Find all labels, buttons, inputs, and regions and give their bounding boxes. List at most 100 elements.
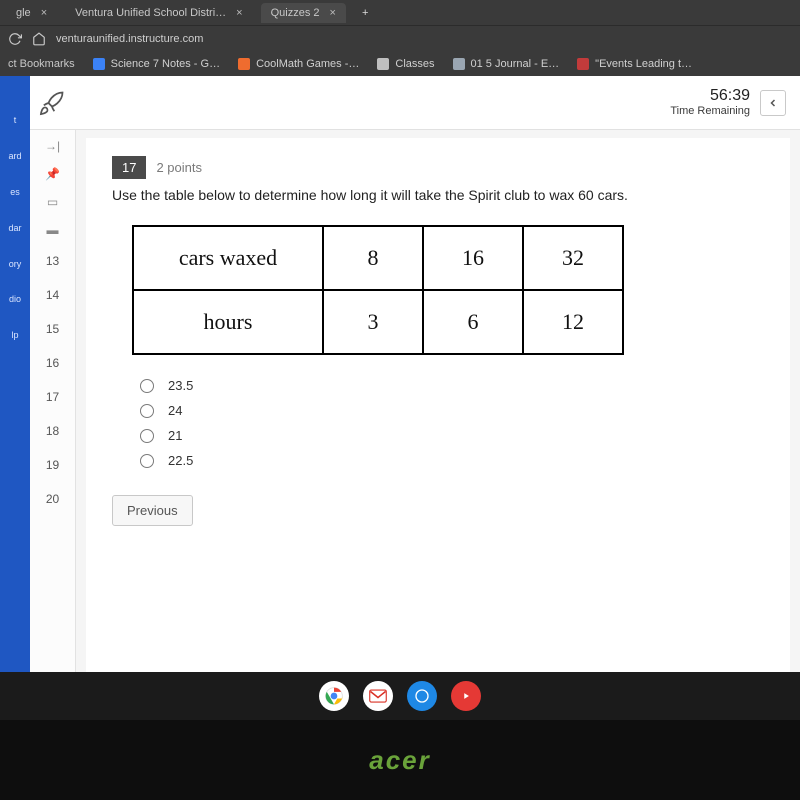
new-tab-button[interactable]: + bbox=[354, 5, 376, 21]
nav-item[interactable]: dio bbox=[9, 295, 21, 305]
radio-icon[interactable] bbox=[140, 429, 154, 443]
close-icon[interactable]: × bbox=[236, 7, 242, 19]
previous-button[interactable]: Previous bbox=[112, 495, 193, 526]
browser-chrome: gle × Ventura Unified School Distri… × Q… bbox=[0, 0, 800, 76]
bookmarks-label: ct Bookmarks bbox=[8, 58, 75, 70]
table-cell: 16 bbox=[423, 226, 523, 290]
bookmarks-bar: ct Bookmarks Science 7 Notes - G… CoolMa… bbox=[0, 52, 800, 76]
qnav-number[interactable]: 16 bbox=[30, 352, 75, 374]
bookmark-item[interactable]: Classes bbox=[377, 58, 434, 70]
collapse-nav-icon[interactable]: →| bbox=[43, 138, 63, 154]
qnav-number[interactable]: 15 bbox=[30, 318, 75, 340]
home-icon[interactable] bbox=[32, 32, 46, 46]
tab-title: Ventura Unified School Distri… bbox=[75, 7, 226, 19]
nav-item[interactable]: t bbox=[14, 116, 17, 126]
reload-icon[interactable] bbox=[8, 32, 22, 46]
bookmark-item[interactable]: "Events Leading t… bbox=[577, 58, 692, 70]
rocket-icon bbox=[38, 89, 66, 117]
table-cell: cars waxed bbox=[133, 226, 323, 290]
chrome-app-icon[interactable] bbox=[319, 681, 349, 711]
option-label: 23.5 bbox=[168, 378, 193, 393]
filled-icon[interactable]: ▬ bbox=[43, 222, 63, 238]
answer-options: 23.5 24 21 22.5 bbox=[140, 373, 764, 473]
laptop-bezel: acer bbox=[0, 720, 800, 800]
youtube-app-icon[interactable] bbox=[451, 681, 481, 711]
table-cell: 12 bbox=[523, 290, 623, 354]
gmail-app-icon[interactable] bbox=[363, 681, 393, 711]
quiz-header: 56:39 Time Remaining bbox=[30, 76, 800, 130]
canvas-global-nav: t ard es dar ory dio lp bbox=[0, 76, 30, 672]
nav-item[interactable]: ory bbox=[9, 260, 22, 270]
quiz-body: →| 📌 ▭ ▬ 13 14 15 16 17 18 19 20 17 2 po… bbox=[30, 130, 800, 672]
radio-icon[interactable] bbox=[140, 379, 154, 393]
bookmark-label: "Events Leading t… bbox=[595, 58, 692, 70]
radio-icon[interactable] bbox=[140, 454, 154, 468]
bookmark-label: Science 7 Notes - G… bbox=[111, 58, 220, 70]
bookmark-icon bbox=[577, 58, 589, 70]
bookmark-item[interactable]: Science 7 Notes - G… bbox=[93, 58, 220, 70]
qnav-number[interactable]: 14 bbox=[30, 284, 75, 306]
data-table: cars waxed 8 16 32 hours 3 6 12 bbox=[132, 225, 624, 355]
flag-icon[interactable]: ▭ bbox=[43, 194, 63, 210]
browser-tab[interactable]: Ventura Unified School Distri… × bbox=[65, 3, 252, 23]
bookmark-label: CoolMath Games -… bbox=[256, 58, 359, 70]
tab-strip: gle × Ventura Unified School Distri… × Q… bbox=[0, 0, 800, 26]
browser-tab[interactable]: gle × bbox=[6, 3, 57, 23]
table-cell: 6 bbox=[423, 290, 523, 354]
browser-tab[interactable]: Quizzes 2 × bbox=[261, 3, 346, 23]
address-bar: venturaunified.instructure.com bbox=[0, 26, 800, 52]
table-row: hours 3 6 12 bbox=[133, 290, 623, 354]
close-icon[interactable]: × bbox=[41, 7, 47, 19]
option-label: 24 bbox=[168, 403, 182, 418]
question-prompt: Use the table below to determine how lon… bbox=[112, 187, 764, 203]
answer-option[interactable]: 21 bbox=[140, 423, 764, 448]
qnav-number[interactable]: 18 bbox=[30, 420, 75, 442]
question-nav: →| 📌 ▭ ▬ 13 14 15 16 17 18 19 20 bbox=[30, 130, 76, 672]
table-cell: hours bbox=[133, 290, 323, 354]
nav-item[interactable]: ard bbox=[8, 152, 21, 162]
answer-option[interactable]: 23.5 bbox=[140, 373, 764, 398]
nav-item[interactable]: es bbox=[10, 188, 20, 198]
radio-icon[interactable] bbox=[140, 404, 154, 418]
bookmark-icon bbox=[93, 58, 105, 70]
bookmark-icon bbox=[377, 58, 389, 70]
table-cell: 8 bbox=[323, 226, 423, 290]
question-content: 17 2 points Use the table below to deter… bbox=[86, 138, 790, 672]
table-row: cars waxed 8 16 32 bbox=[133, 226, 623, 290]
timer-time: 56:39 bbox=[670, 87, 750, 105]
files-app-icon[interactable] bbox=[407, 681, 437, 711]
nav-item[interactable]: dar bbox=[8, 224, 21, 234]
tab-title: gle bbox=[16, 7, 31, 19]
os-shelf bbox=[0, 672, 800, 720]
tab-title: Quizzes 2 bbox=[271, 7, 320, 19]
quiz-page: 56:39 Time Remaining →| 📌 ▭ ▬ 13 14 15 1… bbox=[30, 76, 800, 672]
answer-option[interactable]: 24 bbox=[140, 398, 764, 423]
answer-option[interactable]: 22.5 bbox=[140, 448, 764, 473]
qnav-number[interactable]: 13 bbox=[30, 250, 75, 272]
option-label: 22.5 bbox=[168, 453, 193, 468]
collapse-button[interactable] bbox=[760, 90, 786, 116]
laptop-brand: acer bbox=[369, 745, 431, 776]
pin-icon[interactable]: 📌 bbox=[43, 166, 63, 182]
url-text[interactable]: venturaunified.instructure.com bbox=[56, 33, 792, 45]
timer-label: Time Remaining bbox=[670, 105, 750, 118]
qnav-number[interactable]: 20 bbox=[30, 488, 75, 510]
question-number-badge: 17 bbox=[112, 156, 146, 179]
close-icon[interactable]: × bbox=[330, 7, 336, 19]
bookmark-label: 01 5 Journal - E… bbox=[471, 58, 560, 70]
table-cell: 3 bbox=[323, 290, 423, 354]
bookmark-item[interactable]: 01 5 Journal - E… bbox=[453, 58, 560, 70]
bookmark-icon bbox=[453, 58, 465, 70]
bookmark-icon bbox=[238, 58, 250, 70]
question-meta: 17 2 points bbox=[112, 156, 764, 179]
nav-item[interactable]: lp bbox=[11, 331, 18, 341]
page-area: t ard es dar ory dio lp 56:39 Time Remai… bbox=[0, 76, 800, 672]
bookmark-label: Classes bbox=[395, 58, 434, 70]
qnav-number[interactable]: 17 bbox=[30, 386, 75, 408]
option-label: 21 bbox=[168, 428, 182, 443]
bookmark-item[interactable]: CoolMath Games -… bbox=[238, 58, 359, 70]
table-cell: 32 bbox=[523, 226, 623, 290]
timer-block: 56:39 Time Remaining bbox=[670, 87, 786, 118]
question-points: 2 points bbox=[156, 160, 202, 175]
qnav-number[interactable]: 19 bbox=[30, 454, 75, 476]
